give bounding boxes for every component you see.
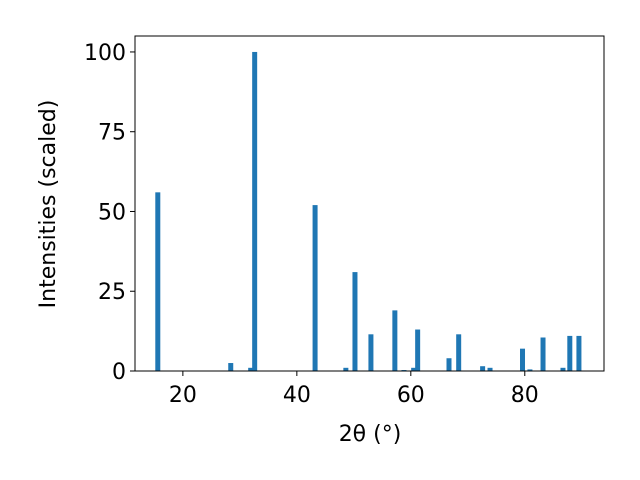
bar — [343, 367, 349, 371]
bar — [352, 272, 358, 371]
bar — [368, 334, 374, 371]
x-tick-label: 60 — [397, 383, 425, 408]
bar — [480, 366, 486, 371]
bar — [248, 367, 254, 371]
y-tick-label: 0 — [112, 360, 126, 385]
bar — [252, 51, 258, 371]
bar — [527, 369, 533, 371]
bar — [312, 205, 318, 371]
x-tick-label: 40 — [283, 383, 311, 408]
plot-frame — [134, 35, 605, 372]
bar — [520, 348, 526, 371]
bar — [155, 192, 161, 371]
bar — [415, 329, 421, 371]
y-axis-label: Intensities (scaled) — [36, 100, 61, 309]
bar — [392, 310, 398, 371]
x-tick-label: 20 — [169, 383, 197, 408]
y-tick-label: 50 — [98, 200, 126, 225]
bar — [540, 337, 546, 371]
y-tick-label: 100 — [84, 41, 126, 66]
bar — [560, 367, 566, 371]
x-axis-label: 2θ (°) — [339, 422, 402, 447]
bar — [228, 363, 234, 371]
bar — [456, 334, 462, 371]
bar — [576, 335, 582, 371]
x-tick-label: 80 — [511, 383, 539, 408]
y-tick-label: 75 — [98, 121, 126, 146]
bar — [487, 367, 493, 371]
bar — [446, 358, 452, 371]
bar — [567, 335, 573, 371]
y-tick-label: 25 — [98, 280, 126, 305]
bar — [411, 367, 417, 371]
